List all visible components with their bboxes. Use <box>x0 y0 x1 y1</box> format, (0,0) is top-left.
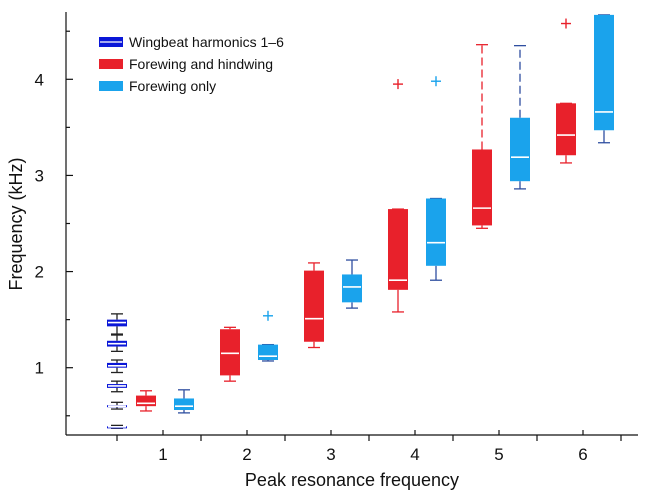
fo-4-box-body <box>426 198 446 266</box>
fh-3-box-body <box>304 270 324 342</box>
legend-item: Wingbeat harmonics 1–6 <box>99 34 284 50</box>
legend-item: Forewing only <box>99 78 216 94</box>
x-tick-label: 4 <box>410 445 419 464</box>
fh-2-box <box>220 326 240 382</box>
fh-6-box-body <box>556 103 576 156</box>
y-tick-label: 2 <box>35 263 44 282</box>
fo-5-box-body <box>510 117 530 182</box>
fh-6-box <box>556 18 576 164</box>
fo-3-box <box>342 259 362 309</box>
harmonic-2-box <box>107 401 127 410</box>
harmonic-3-box <box>107 380 127 393</box>
fo-1-box-body <box>174 398 194 411</box>
fh-5-box <box>472 44 492 229</box>
legend-swatch <box>99 59 123 69</box>
y-axis-title: Frequency (kHz) <box>6 157 26 290</box>
fh-3-box <box>304 262 324 349</box>
x-tick-label: 1 <box>158 445 167 464</box>
fo-5-box <box>510 44 530 190</box>
x-tick-label: 3 <box>326 445 335 464</box>
x-tick-label: 2 <box>242 445 251 464</box>
legend: Wingbeat harmonics 1–6 Forewing and hindw… <box>99 34 284 94</box>
legend-item: Forewing and hindwing <box>99 56 273 72</box>
fh-5-box-body <box>472 149 492 226</box>
legend-label: Forewing and hindwing <box>129 56 273 72</box>
fo-2-box <box>258 310 278 362</box>
fo-3-box-body <box>342 274 362 303</box>
harmonic-4-box <box>107 359 127 374</box>
legend-swatch <box>99 81 123 91</box>
harmonic-1-box <box>107 424 127 429</box>
fh-4-box <box>388 79 408 313</box>
fh-4-box-body <box>388 209 408 290</box>
fh-1-box-body <box>136 395 156 407</box>
y-tick-label: 3 <box>35 166 44 185</box>
x-tick-label: 5 <box>494 445 503 464</box>
fh-2-box-body <box>220 329 240 376</box>
fo-6-box-body <box>594 14 614 131</box>
fh-1-box <box>136 390 156 412</box>
plot-area <box>107 14 614 429</box>
x-axis-ticks: 1 2 3 4 5 6 <box>116 430 622 464</box>
fo-2-box-body <box>258 344 278 361</box>
harmonic-6-box <box>107 313 127 335</box>
fo-4-box <box>426 76 446 281</box>
harmonic-5-box <box>107 334 127 353</box>
fo-1-box <box>174 389 194 414</box>
fo-6-box <box>594 14 614 144</box>
legend-label: Wingbeat harmonics 1–6 <box>129 34 284 50</box>
x-axis-title: Peak resonance frequency <box>245 470 459 490</box>
x-tick-label: 6 <box>578 445 587 464</box>
y-axis-ticks: 1 2 3 4 <box>35 30 73 417</box>
y-tick-label: 4 <box>35 70 44 89</box>
legend-label: Forewing only <box>129 78 216 94</box>
y-tick-label: 1 <box>35 359 44 378</box>
